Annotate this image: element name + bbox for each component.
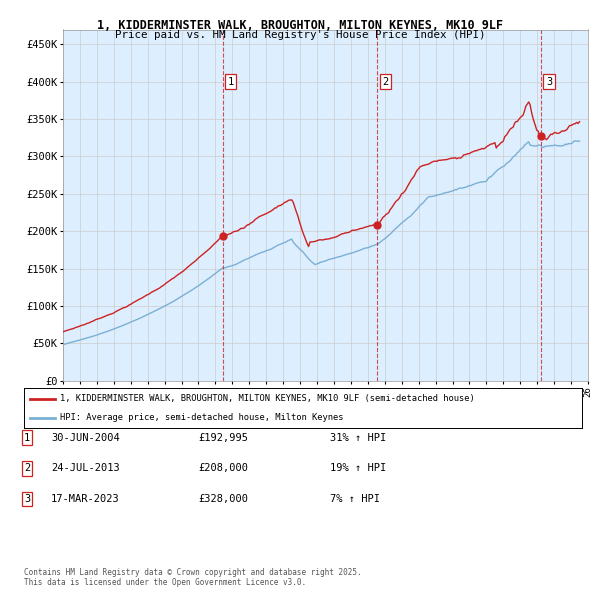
Text: 3: 3 bbox=[24, 494, 30, 504]
Text: 1, KIDDERMINSTER WALK, BROUGHTON, MILTON KEYNES, MK10 9LF: 1, KIDDERMINSTER WALK, BROUGHTON, MILTON… bbox=[97, 19, 503, 32]
Text: 3: 3 bbox=[546, 77, 552, 87]
Bar bbox=[223, 30, 377, 381]
Text: £328,000: £328,000 bbox=[198, 494, 248, 504]
Text: 24-JUL-2013: 24-JUL-2013 bbox=[51, 464, 120, 473]
Text: Price paid vs. HM Land Registry's House Price Index (HPI): Price paid vs. HM Land Registry's House … bbox=[115, 30, 485, 40]
Text: 2: 2 bbox=[382, 77, 389, 87]
Text: 7% ↑ HPI: 7% ↑ HPI bbox=[330, 494, 380, 504]
Text: 1, KIDDERMINSTER WALK, BROUGHTON, MILTON KEYNES, MK10 9LF (semi-detached house): 1, KIDDERMINSTER WALK, BROUGHTON, MILTON… bbox=[60, 394, 475, 404]
Bar bbox=[63, 30, 223, 381]
Text: 1: 1 bbox=[227, 77, 234, 87]
Text: £192,995: £192,995 bbox=[198, 433, 248, 442]
Text: Contains HM Land Registry data © Crown copyright and database right 2025.
This d: Contains HM Land Registry data © Crown c… bbox=[24, 568, 362, 587]
Text: 31% ↑ HPI: 31% ↑ HPI bbox=[330, 433, 386, 442]
Bar bbox=[377, 30, 541, 381]
Text: HPI: Average price, semi-detached house, Milton Keynes: HPI: Average price, semi-detached house,… bbox=[60, 413, 344, 422]
Bar bbox=[541, 30, 588, 381]
Text: 17-MAR-2023: 17-MAR-2023 bbox=[51, 494, 120, 504]
Text: £208,000: £208,000 bbox=[198, 464, 248, 473]
Text: 2: 2 bbox=[24, 464, 30, 473]
Text: 30-JUN-2004: 30-JUN-2004 bbox=[51, 433, 120, 442]
Text: 19% ↑ HPI: 19% ↑ HPI bbox=[330, 464, 386, 473]
Text: 1: 1 bbox=[24, 433, 30, 442]
